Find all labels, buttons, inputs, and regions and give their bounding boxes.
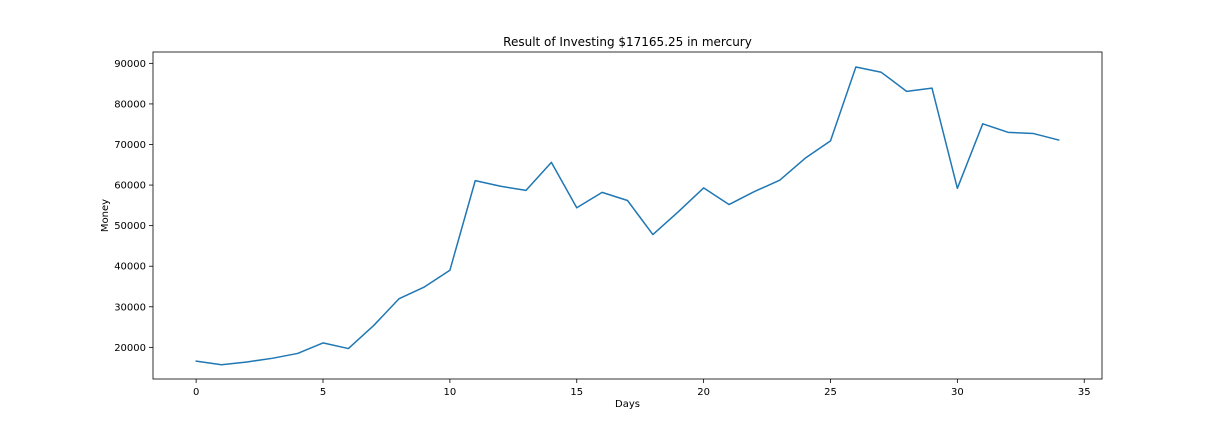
x-axis-ticks: 0 5 10 15 20 25 30 35 — [193, 379, 1091, 398]
y-tick-label: 90000 — [114, 59, 146, 70]
x-tick-label: 30 — [951, 387, 964, 398]
x-tick-label: 15 — [570, 387, 583, 398]
plot-frame — [152, 51, 1103, 380]
y-tick-label: 80000 — [114, 99, 146, 110]
x-tick-label: 35 — [1078, 387, 1091, 398]
y-tick-label: 20000 — [114, 343, 146, 354]
y-tick-label: 50000 — [114, 221, 146, 232]
y-tick-label: 30000 — [114, 302, 146, 313]
chart-title: Result of Investing $17165.25 in mercury — [503, 35, 752, 49]
x-tick-label: 25 — [824, 387, 837, 398]
series-line — [195, 66, 1060, 366]
x-tick-label: 5 — [320, 387, 326, 398]
x-tick-label: 0 — [193, 387, 199, 398]
x-axis-label: Days — [615, 399, 640, 410]
y-tick-label: 70000 — [114, 140, 146, 151]
series-layer — [195, 66, 1060, 366]
x-tick-label: 10 — [444, 387, 457, 398]
y-axis-ticks: 20000 30000 40000 50000 60000 70000 80000 90000 — [114, 59, 153, 354]
y-tick-label: 60000 — [114, 181, 146, 192]
plot-area-background — [153, 52, 1102, 379]
x-tick-label: 20 — [697, 387, 710, 398]
y-tick-label: 40000 — [114, 262, 146, 273]
y-axis-label: Money — [100, 199, 111, 232]
